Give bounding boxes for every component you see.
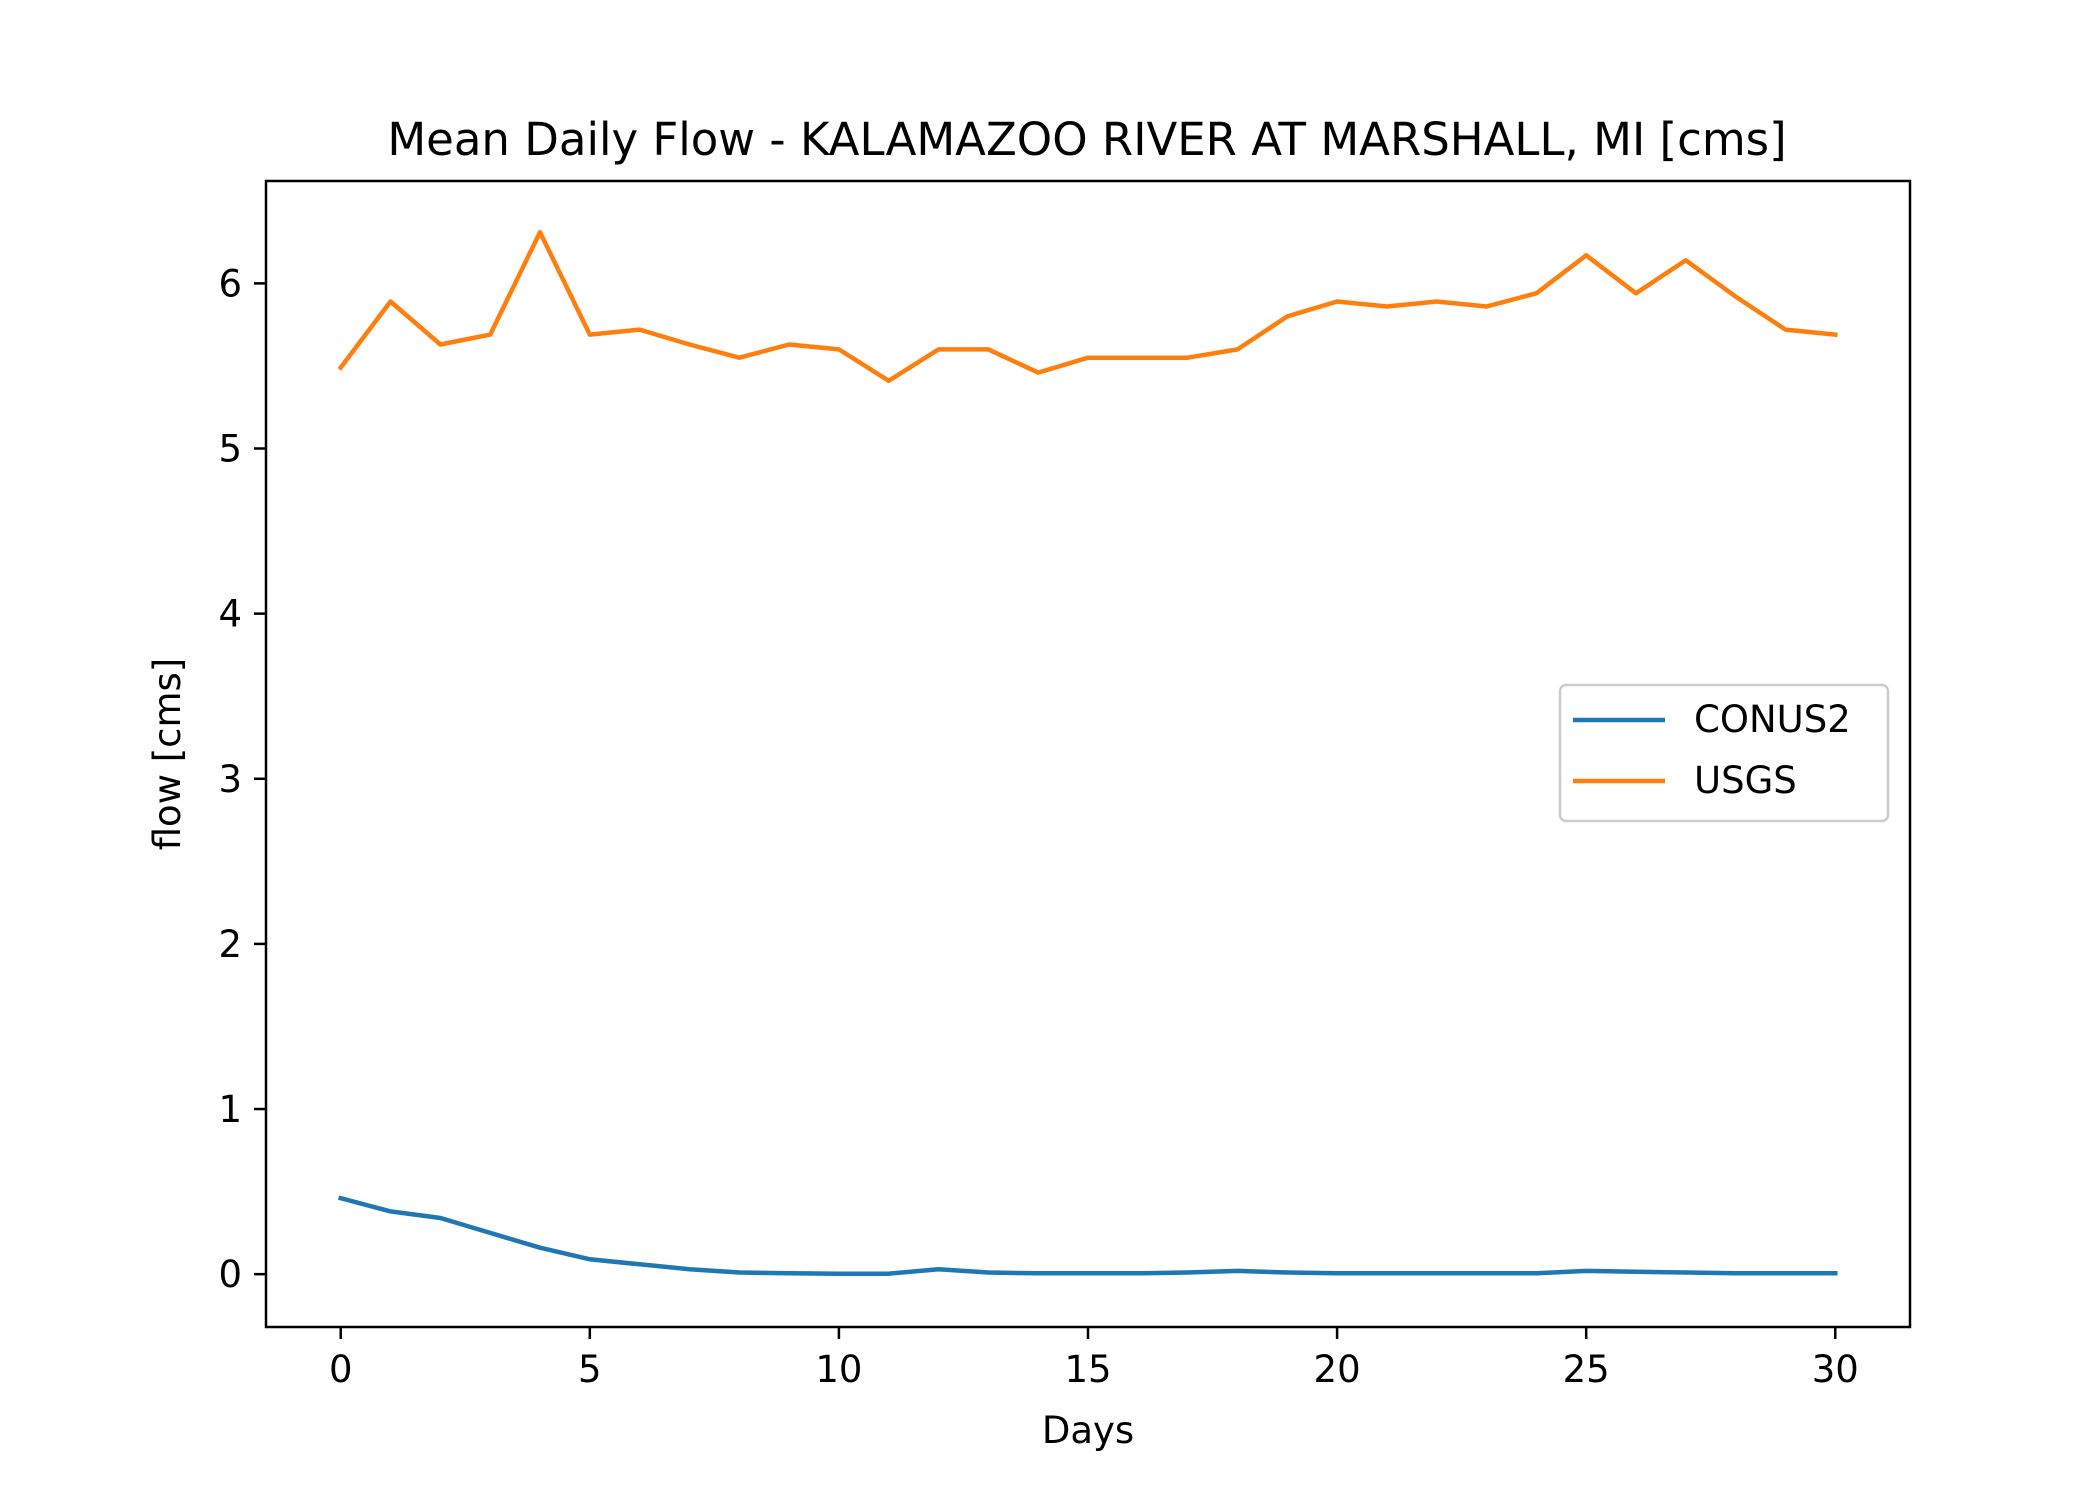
- x-tick-label: 25: [1563, 1348, 1610, 1391]
- y-tick-label: 6: [218, 262, 242, 305]
- plot-area: [337, 229, 1838, 1276]
- x-tick-label: 0: [329, 1348, 353, 1391]
- legend-label-conus2: CONUS2: [1694, 698, 1851, 741]
- x-tick-label: 5: [578, 1348, 602, 1391]
- legend-label-usgs: USGS: [1694, 759, 1797, 802]
- x-tick-label: 15: [1064, 1348, 1111, 1391]
- x-tick-label: 10: [815, 1348, 862, 1391]
- y-tick-label: 5: [218, 428, 242, 471]
- series-line-usgs: [337, 229, 1838, 384]
- chart-title: Mean Daily Flow - KALAMAZOO RIVER AT MAR…: [387, 113, 1786, 166]
- legend: CONUS2 USGS: [1558, 683, 1890, 823]
- x-tick-label: 30: [1812, 1348, 1859, 1391]
- y-axis-label: flow [cms]: [146, 658, 189, 851]
- y-tick-label: 4: [218, 593, 242, 636]
- y-tick-label: 1: [218, 1088, 242, 1131]
- y-tick-label: 0: [218, 1253, 242, 1296]
- x-axis-label: Days: [1042, 1409, 1134, 1452]
- x-tick-label: 20: [1314, 1348, 1361, 1391]
- y-tick-label: 3: [218, 758, 242, 801]
- y-tick-label: 2: [218, 923, 242, 966]
- series-line-conus2: [337, 1195, 1838, 1276]
